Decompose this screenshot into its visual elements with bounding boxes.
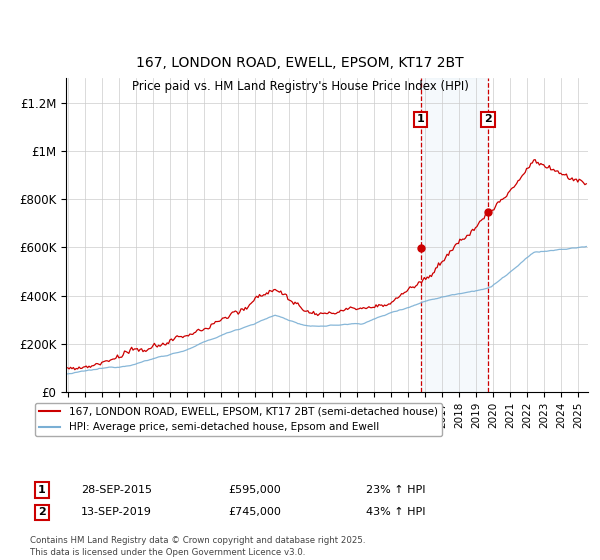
Text: 1: 1 (38, 485, 46, 495)
Legend: 167, LONDON ROAD, EWELL, EPSOM, KT17 2BT (semi-detached house), HPI: Average pri: 167, LONDON ROAD, EWELL, EPSOM, KT17 2BT… (35, 403, 442, 436)
Text: 28-SEP-2015: 28-SEP-2015 (81, 485, 152, 495)
Text: 2: 2 (484, 114, 492, 124)
Bar (421, 78, 488, 392)
Text: Contains HM Land Registry data © Crown copyright and database right 2025.
This d: Contains HM Land Registry data © Crown c… (30, 536, 365, 557)
Text: Price paid vs. HM Land Registry's House Price Index (HPI): Price paid vs. HM Land Registry's House … (131, 80, 469, 92)
Text: 1: 1 (416, 114, 424, 124)
Text: 13-SEP-2019: 13-SEP-2019 (81, 507, 152, 517)
Text: 167, LONDON ROAD, EWELL, EPSOM, KT17 2BT: 167, LONDON ROAD, EWELL, EPSOM, KT17 2BT (136, 56, 464, 70)
Text: 2: 2 (38, 507, 46, 517)
Text: £745,000: £745,000 (228, 507, 281, 517)
Text: 43% ↑ HPI: 43% ↑ HPI (366, 507, 425, 517)
Text: £595,000: £595,000 (228, 485, 281, 495)
Text: 23% ↑ HPI: 23% ↑ HPI (366, 485, 425, 495)
